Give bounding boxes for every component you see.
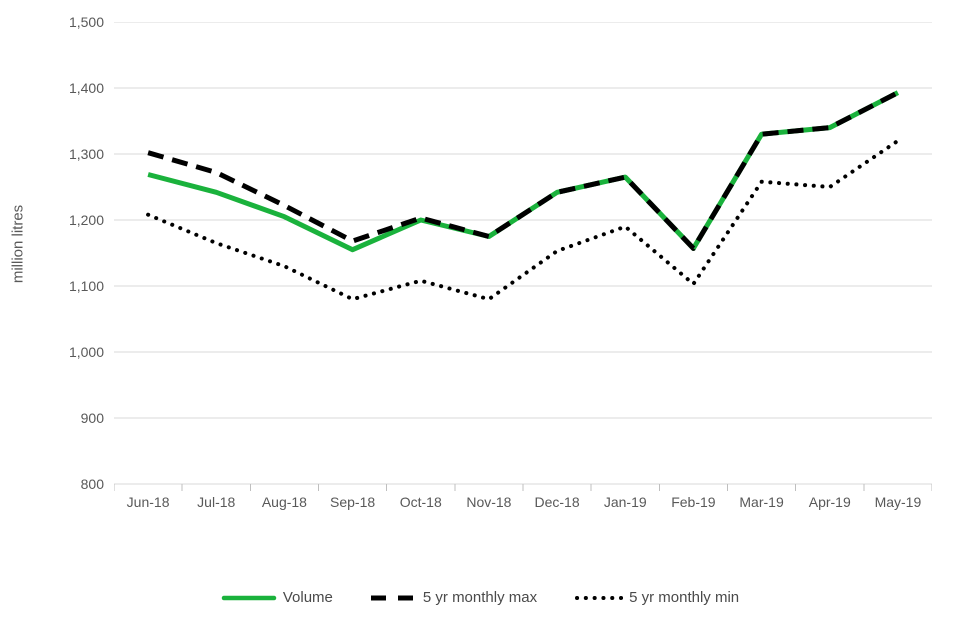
- legend-label-max: 5 yr monthly max: [422, 589, 538, 606]
- x-tick-label: Jul-18: [197, 494, 236, 510]
- x-tick-label: Apr-19: [808, 494, 851, 510]
- legend-label-min: 5 yr monthly min: [629, 589, 740, 606]
- y-tick-label: 1,400: [68, 80, 104, 96]
- y-tick-label: 1,500: [68, 14, 104, 30]
- x-tick-label: May-19: [874, 494, 922, 510]
- x-tick-label: Nov-18: [466, 494, 512, 510]
- legend-label-volume: Volume: [282, 589, 333, 606]
- x-tick-label: Jun-18: [126, 494, 170, 510]
- x-tick-label: Aug-18: [261, 494, 307, 510]
- y-tick-label: 1,000: [68, 344, 104, 360]
- x-tick-label: Sep-18: [330, 494, 376, 510]
- series-line-5-yr-monthly-max: [147, 90, 900, 251]
- max-dashed-line-swatch-icon: [370, 595, 417, 600]
- x-tick-label: Jan-19: [603, 494, 647, 510]
- legend-item-max: 5 yr monthly max: [370, 589, 538, 606]
- min-dotted-line-swatch-icon: [575, 595, 624, 600]
- y-tick-label: 1,200: [68, 212, 104, 228]
- x-tick-label: Feb-19: [671, 494, 716, 510]
- y-tick-label: 800: [80, 476, 104, 492]
- x-tick-label: Oct-18: [399, 494, 442, 510]
- y-tick-label: 900: [80, 410, 104, 426]
- legend: Volume 5 yr monthly max 5 yr monthly min: [0, 589, 960, 606]
- legend-item-min: 5 yr monthly min: [575, 589, 739, 606]
- legend-item-volume: Volume: [221, 589, 333, 606]
- y-tick-label: 1,100: [68, 278, 104, 294]
- plot-area: [114, 22, 932, 491]
- volume-line-swatch-icon: [221, 595, 277, 600]
- x-tick-label: Dec-18: [534, 494, 580, 510]
- y-tick-label: 1,300: [68, 146, 104, 162]
- series-line-volume: [147, 90, 900, 253]
- x-tick-label: Mar-19: [739, 494, 784, 510]
